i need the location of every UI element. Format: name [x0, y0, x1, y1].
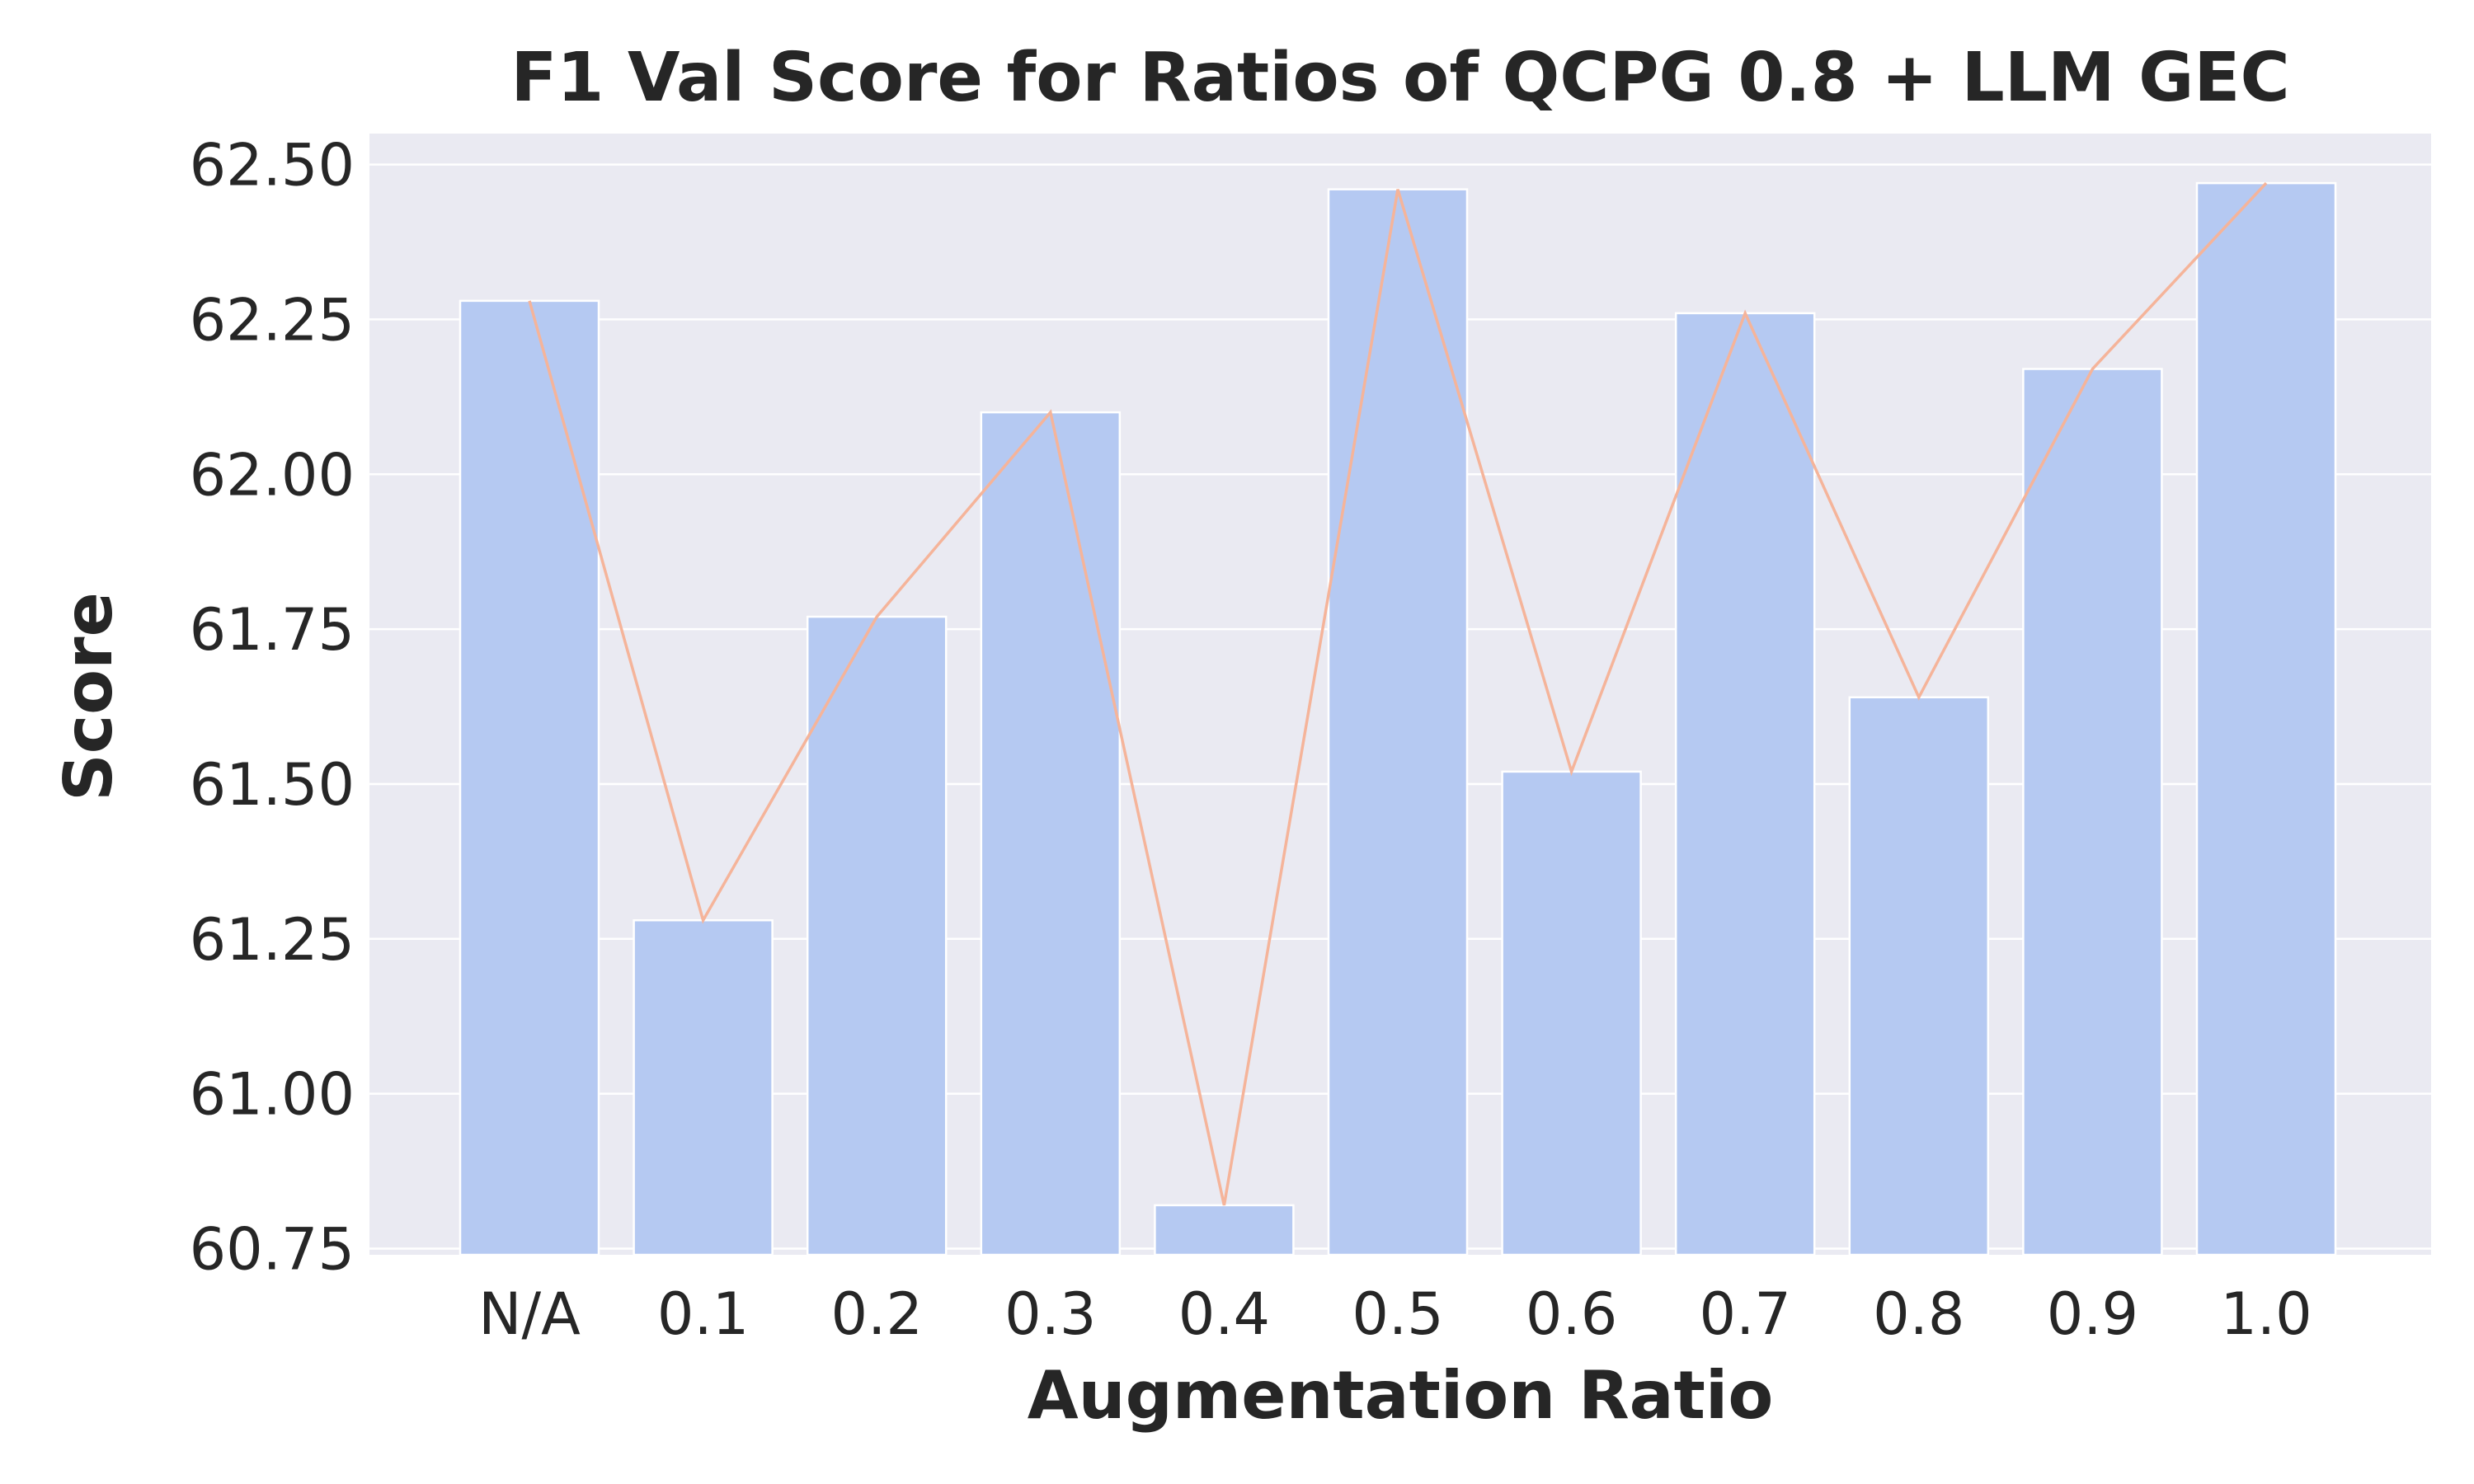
- y-tick-label: 61.25: [190, 906, 355, 974]
- bar: [1848, 696, 1990, 1256]
- bar: [2022, 368, 2163, 1256]
- y-tick-label: 61.75: [190, 596, 355, 664]
- x-tick-label: 0.2: [831, 1280, 923, 1348]
- y-tick-label: 62.25: [190, 286, 355, 354]
- bar: [980, 411, 1122, 1256]
- bars: [459, 181, 2337, 1256]
- y-tick-label: 62.00: [190, 441, 355, 509]
- x-axis-label: Augmentation Ratio: [1028, 1357, 1774, 1434]
- x-tick-label: 0.3: [1004, 1280, 1096, 1348]
- x-tick-label: 0.7: [1700, 1280, 1791, 1348]
- x-tick-label: 0.6: [1526, 1280, 1617, 1348]
- x-tick-label: 0.5: [1352, 1280, 1443, 1348]
- trend-line: [528, 181, 2268, 1206]
- bar: [1327, 188, 1469, 1256]
- y-tick-label: 61.00: [190, 1061, 355, 1129]
- bar: [1501, 770, 1642, 1256]
- bar: [1154, 1204, 1295, 1256]
- y-tick-labels: 60.75 61.00 61.25 61.50 61.75 62.00 62.25 62.50: [190, 132, 355, 1284]
- y-tick-label: 61.50: [190, 751, 355, 819]
- y-axis-label: Score: [50, 592, 127, 801]
- y-tick-label: 62.50: [190, 132, 355, 200]
- bar: [2195, 181, 2337, 1256]
- bar: [633, 919, 774, 1256]
- x-tick-label: 0.9: [2047, 1280, 2138, 1348]
- x-tick-label: N/A: [478, 1280, 581, 1348]
- y-tick-label: 60.75: [190, 1215, 355, 1283]
- x-tick-label: 0.8: [1873, 1280, 1964, 1348]
- bar: [1674, 312, 1816, 1256]
- x-tick-label: 1.0: [2220, 1280, 2312, 1348]
- x-tick-labels: N/A 0.1 0.2 0.3 0.4 0.5 0.6 0.7 0.8 0.9 1.0: [478, 1280, 2312, 1348]
- chart-title: F1 Val Score for Ratios of QCPG 0.8 + LL…: [510, 39, 2289, 117]
- x-tick-label: 0.4: [1178, 1280, 1270, 1348]
- x-tick-label: 0.1: [657, 1280, 749, 1348]
- bar: [806, 615, 948, 1256]
- bar: [459, 299, 600, 1256]
